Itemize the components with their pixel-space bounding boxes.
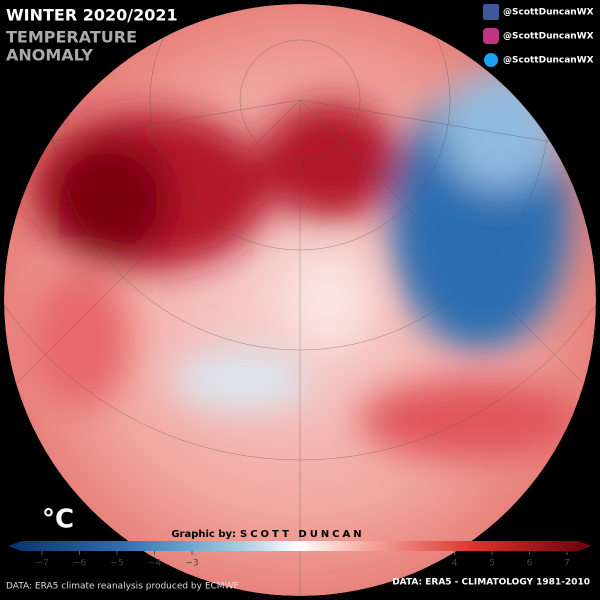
colorbar-tick-label: −7 <box>35 559 48 569</box>
unit: °C <box>42 505 74 535</box>
subtitle: ANOMALY <box>6 46 93 65</box>
colorbar-tick-label: 7 <box>564 559 570 569</box>
subtitle: TEMPERATURE <box>6 28 137 47</box>
twitter-icon <box>484 53 498 67</box>
credit-name: SCOTT DUNCAN <box>240 529 365 540</box>
facebook-icon <box>483 4 499 20</box>
social-handle: @ScottDuncanWX <box>503 8 594 18</box>
colorbar-tick-label: −6 <box>73 559 87 569</box>
credit-prefix: Graphic by: <box>171 529 236 540</box>
instagram-icon <box>483 28 499 44</box>
colorbar-tick-label: −4 <box>148 559 162 569</box>
colorbar-tick-label: 4 <box>452 559 458 569</box>
title: WINTER 2020/2021 <box>6 6 178 25</box>
colorbar <box>8 541 592 551</box>
colorbar-tick-label: 5 <box>489 559 495 569</box>
footer-left: DATA: ERA5 climate reanalysis produced b… <box>6 582 239 592</box>
social-handle: @ScottDuncanWX <box>503 32 594 42</box>
colorbar-tick-label: 6 <box>527 559 533 569</box>
footer-right: DATA: ERA5 - CLIMATOLOGY 1981-2010 <box>392 578 590 588</box>
colorbar-tick-label: −5 <box>110 559 123 569</box>
social-handle: @ScottDuncanWX <box>503 56 594 66</box>
colorbar-tick-label: −3 <box>185 559 198 569</box>
